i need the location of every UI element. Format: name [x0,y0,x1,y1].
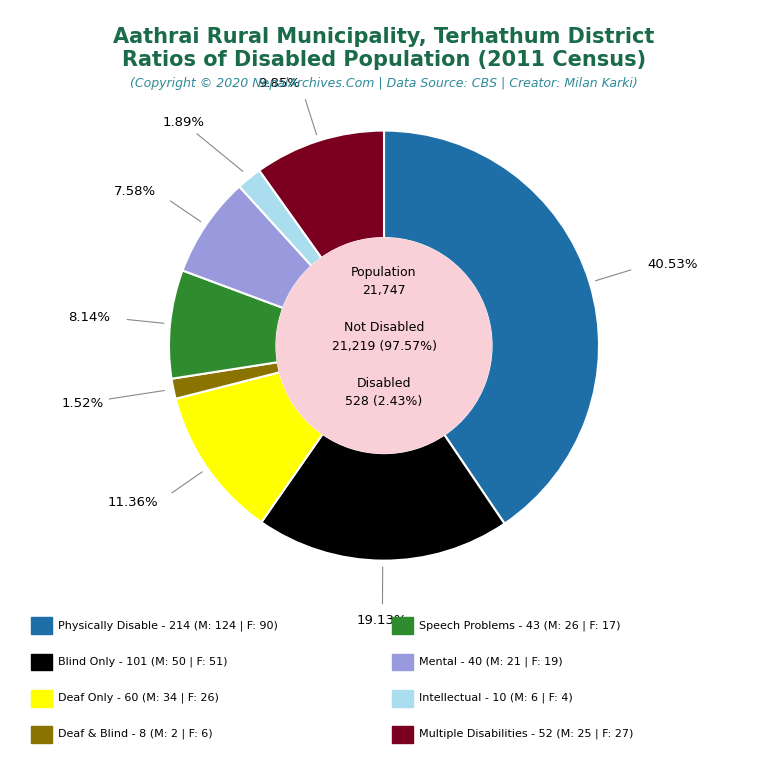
Wedge shape [240,170,322,266]
Wedge shape [176,372,323,522]
Text: Deaf & Blind - 8 (M: 2 | F: 6): Deaf & Blind - 8 (M: 2 | F: 6) [58,729,212,740]
Text: 1.52%: 1.52% [61,390,164,409]
Text: Deaf Only - 60 (M: 34 | F: 26): Deaf Only - 60 (M: 34 | F: 26) [58,693,218,703]
Circle shape [276,238,492,453]
Text: (Copyright © 2020 NepalArchives.Com | Data Source: CBS | Creator: Milan Karki): (Copyright © 2020 NepalArchives.Com | Da… [130,77,638,90]
Text: 9.85%: 9.85% [258,77,300,90]
Text: 8.14%: 8.14% [68,311,110,324]
Wedge shape [169,270,283,379]
Text: Ratios of Disabled Population (2011 Census): Ratios of Disabled Population (2011 Cens… [122,50,646,70]
Text: Intellectual - 10 (M: 6 | F: 4): Intellectual - 10 (M: 6 | F: 4) [419,693,573,703]
Text: Mental - 40 (M: 21 | F: 19): Mental - 40 (M: 21 | F: 19) [419,657,563,667]
Text: 7.58%: 7.58% [114,185,156,198]
Wedge shape [183,187,312,308]
Text: 1.89%: 1.89% [162,116,243,171]
Wedge shape [384,131,599,524]
Wedge shape [171,362,280,399]
Text: Multiple Disabilities - 52 (M: 25 | F: 27): Multiple Disabilities - 52 (M: 25 | F: 2… [419,729,634,740]
Wedge shape [261,434,505,561]
Wedge shape [260,131,384,258]
Text: Population
21,747

Not Disabled
21,219 (97.57%)

Disabled
528 (2.43%): Population 21,747 Not Disabled 21,219 (9… [332,266,436,409]
Text: 19.13%: 19.13% [357,614,408,627]
Text: Blind Only - 101 (M: 50 | F: 51): Blind Only - 101 (M: 50 | F: 51) [58,657,227,667]
Text: 11.36%: 11.36% [108,496,158,509]
Text: Aathrai Rural Municipality, Terhathum District: Aathrai Rural Municipality, Terhathum Di… [114,27,654,47]
Text: 40.53%: 40.53% [647,258,697,271]
Text: Physically Disable - 214 (M: 124 | F: 90): Physically Disable - 214 (M: 124 | F: 90… [58,621,277,631]
Text: Speech Problems - 43 (M: 26 | F: 17): Speech Problems - 43 (M: 26 | F: 17) [419,621,621,631]
